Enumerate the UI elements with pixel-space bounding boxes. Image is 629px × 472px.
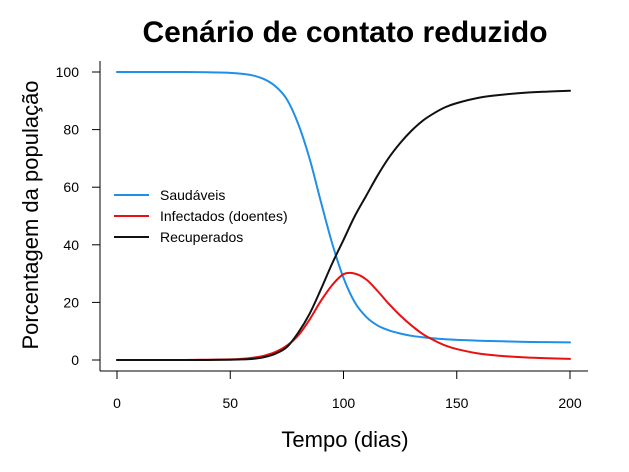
y-tick-label: 40: [63, 237, 79, 253]
legend-label: Infectados (doentes): [160, 208, 288, 224]
series-line-3: [116, 89, 571, 362]
x-tick-label: 50: [222, 395, 238, 411]
y-axis-label: Porcentagem da população: [18, 80, 43, 349]
y-ticks: 0 20 40 60 80 100: [56, 64, 100, 368]
x-tick-label: 0: [113, 395, 121, 411]
series-lines: [116, 70, 571, 362]
series-line-1: [116, 70, 571, 344]
chart-title: Cenário de contato reduzido: [142, 16, 547, 49]
x-axis-label: Tempo (dias): [281, 427, 408, 452]
legend: Saudáveis Infectados (doentes) Recuperados: [114, 187, 288, 245]
x-ticks: 0 50 100 150 200: [113, 371, 582, 411]
y-tick-label: 60: [63, 179, 79, 195]
legend-label: Saudáveis: [160, 187, 225, 203]
x-tick-label: 200: [558, 395, 582, 411]
x-tick-label: 100: [332, 395, 356, 411]
y-tick-label: 100: [56, 64, 80, 80]
y-axis: 0 20 40 60 80 100: [56, 61, 101, 371]
x-tick-label: 150: [445, 395, 469, 411]
y-tick-label: 20: [63, 294, 79, 310]
x-axis: 0 50 100 150 200: [100, 370, 588, 411]
series-line-2: [116, 271, 571, 362]
legend-label: Recuperados: [160, 229, 243, 245]
y-tick-label: 0: [71, 352, 79, 368]
y-tick-label: 80: [63, 122, 79, 138]
